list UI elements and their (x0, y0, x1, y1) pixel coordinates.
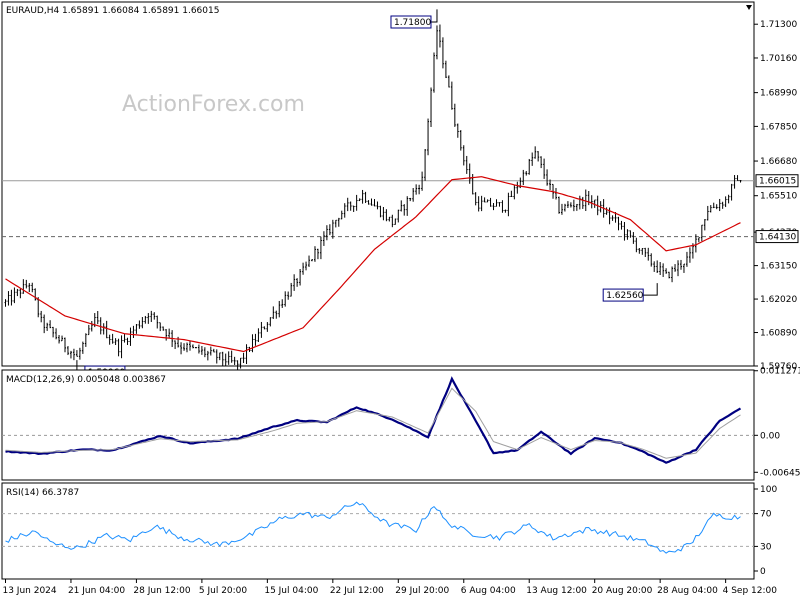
price-tick-label-1: 1.60890 (760, 329, 797, 339)
rsi-line (5, 501, 741, 554)
price-tick-label-2: 1.62020 (760, 295, 797, 305)
macd-tick-label-2: -0.006453 (760, 468, 800, 478)
time-tick-label-3: 5 Jul 20:00 (199, 586, 248, 596)
macd-panel: MACD(12,26,9) 0.005048 0.003867 0.011271… (1, 367, 800, 481)
time-tick-label-9: 20 Aug 20:00 (592, 586, 653, 596)
price-tick-label-10: 1.71300 (760, 20, 797, 30)
rsi-tick-label-1: 70 (760, 510, 772, 520)
price-header-ohlc: 1.65891 1.66084 1.65891 1.66015 (62, 6, 219, 16)
time-tick-label-5: 22 Jul 12:00 (330, 586, 384, 596)
rsi-tick-label-0: 100 (760, 485, 777, 495)
rsi-panel: RSI(14) 66.3787 100 70 30 0 (1, 482, 777, 580)
rsi-title: RSI(14) 66.3787 (6, 488, 79, 498)
time-tick-label-1: 21 Jun 04:00 (68, 586, 125, 596)
support-price-tag-label: 1.64130 (759, 233, 796, 243)
price-header-symbol: EURAUD,H4 (6, 6, 59, 16)
moving-average-line (5, 176, 741, 353)
annotation-box-2 (602, 288, 644, 302)
rsi-tick-label-2: 30 (760, 542, 772, 552)
time-tick-label-7: 6 Aug 04:00 (461, 586, 516, 596)
macd-tick-label-1: 0.00 (760, 431, 780, 441)
price-tick-label-7: 1.67850 (760, 122, 797, 132)
annotation-label-0: 1.71800 (394, 18, 431, 28)
price-tick-label-6: 1.66680 (760, 157, 797, 167)
time-tick-label-10: 28 Aug 04:00 (657, 586, 718, 596)
price-tick-label-9: 1.70160 (760, 54, 797, 64)
annotation-box-0 (390, 15, 432, 29)
current-price-tag-label: 1.66015 (759, 177, 796, 187)
time-tick-label-6: 29 Jul 20:00 (395, 586, 449, 596)
time-tick-label-2: 28 Jun 12:00 (133, 586, 190, 596)
time-tick-label-0: 13 Jun 2024 (2, 586, 56, 596)
time-tick-label-11: 4 Sep 12:00 (723, 586, 778, 596)
time-tick-label-4: 15 Jul 04:00 (264, 586, 318, 596)
time-tick-label-8: 13 Aug 12:00 (526, 586, 587, 596)
watermark: ActionForex.com (122, 92, 305, 117)
time-axis: 13 Jun 2024 21 Jun 04:00 28 Jun 12:00 5 Jul… (2, 579, 777, 596)
macd-series-signal (5, 387, 741, 459)
price-panel: EURAUD,H4 1.65891 1.66084 1.65891 1.6601… (1, 1, 799, 379)
price-tick-label-3: 1.63150 (760, 262, 797, 272)
price-tick-label-5: 1.65510 (760, 192, 797, 202)
annotation-leader-0 (430, 9, 438, 23)
macd-tick-label-0: 0.011271 (760, 367, 800, 377)
macd-title: MACD(12,26,9) 0.005048 0.003867 (6, 375, 166, 385)
current-price-tag-box (755, 174, 799, 188)
price-tick-label-0: 1.59760 (760, 362, 797, 372)
support-price-tag-box (755, 230, 799, 244)
price-tick-label-8: 1.68990 (760, 89, 797, 99)
rsi-tick-label-3: 0 (760, 567, 766, 577)
annotation-label-2: 1.62560 (606, 291, 643, 301)
collapse-toggle-icon[interactable] (746, 5, 752, 10)
